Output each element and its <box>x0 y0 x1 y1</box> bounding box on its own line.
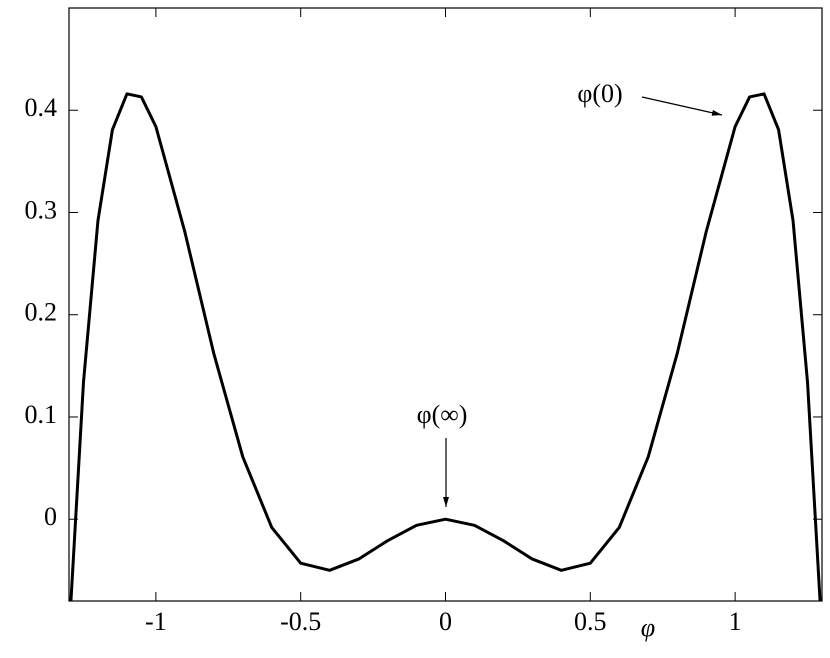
x-tick-label: -0.5 <box>280 607 321 636</box>
x-axis-label: φ <box>641 613 655 642</box>
y-tick-label: 0.4 <box>25 93 58 122</box>
annotation-arrow <box>641 96 723 116</box>
x-tick-label: 0 <box>439 607 452 636</box>
x-tick-label: 0.5 <box>574 607 607 636</box>
y-tick-label: 0.2 <box>25 298 58 327</box>
annotation: φ(0) <box>577 79 622 108</box>
plot-frame <box>68 7 823 602</box>
x-tick-label: -1 <box>145 607 167 636</box>
y-tick-label: 0 <box>44 502 57 531</box>
y-tick-label: 0.3 <box>25 195 58 224</box>
x-tick-label: 1 <box>729 607 742 636</box>
y-tick-label: 0.1 <box>25 400 58 429</box>
curve <box>69 92 822 601</box>
annotation: φ(∞) <box>417 400 468 429</box>
